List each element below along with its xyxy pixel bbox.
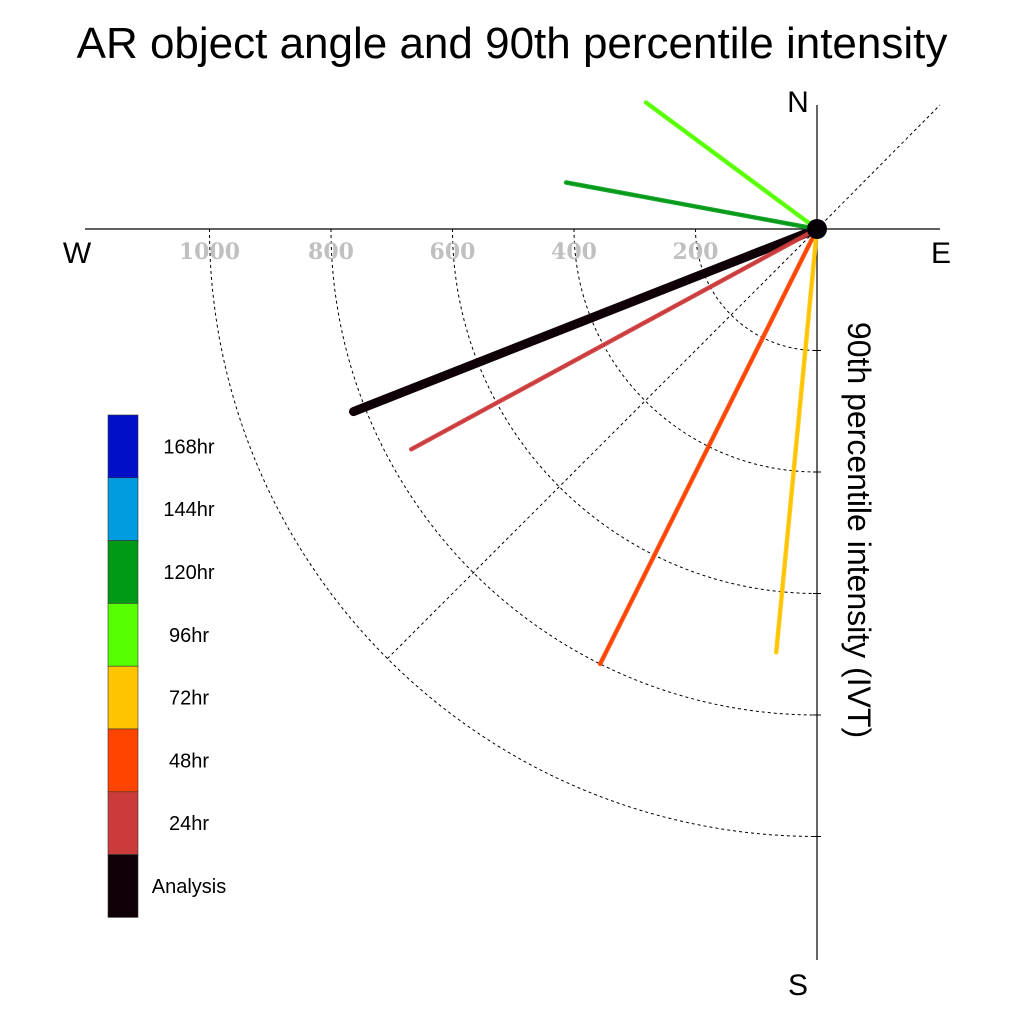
legend-label: 72hr	[169, 688, 209, 710]
legend-swatch	[107, 791, 139, 855]
legend-swatch	[107, 540, 139, 604]
legend-swatch	[107, 477, 139, 541]
legend-swatch	[107, 603, 139, 667]
radial-tick-labels: 200 400 600 800 1000	[179, 239, 719, 265]
west-label: W	[63, 237, 92, 270]
legend-label: 168hr	[163, 436, 214, 458]
vector-72hr-core	[775, 228, 818, 654]
radial-tick-label: 600	[430, 239, 476, 265]
grid-arc	[573, 228, 818, 473]
radial-axis-label: 90th percentile intensity (IVT)	[841, 322, 877, 738]
legend-swatch	[107, 854, 139, 918]
east-label: E	[931, 237, 951, 270]
legend-label: 144hr	[163, 499, 214, 521]
vector-48hr-core	[599, 228, 818, 665]
legend: 168hr 144hr 120hr 96hr 72hr 48hr 24hr Analysis	[107, 414, 226, 918]
vector-96hr-core	[645, 101, 818, 230]
grid-diagonal	[816, 104, 941, 230]
grid-arc	[695, 228, 818, 351]
north-label: N	[787, 86, 809, 119]
radial-tick-label: 1000	[179, 239, 240, 265]
grid-arc	[452, 228, 818, 594]
legend-swatch	[107, 665, 139, 730]
polar-grid	[209, 104, 941, 837]
vector-120hr-core	[565, 181, 818, 230]
south-label: S	[788, 969, 808, 1002]
vector-24hr-core	[410, 228, 818, 451]
direction-vectors	[349, 100, 822, 667]
legend-label: 24hr	[169, 813, 209, 835]
legend-label: Analysis	[152, 876, 226, 898]
legend-swatch	[107, 414, 139, 479]
vector-analysis	[349, 224, 822, 417]
radial-tick-label: 400	[551, 239, 597, 265]
legend-label: 120hr	[163, 562, 214, 584]
grid-arc	[209, 228, 818, 837]
legend-swatch	[107, 728, 139, 793]
grid-diagonal	[387, 228, 818, 659]
chart-title: AR object angle and 90th percentile inte…	[77, 19, 948, 68]
legend-label: 48hr	[169, 750, 209, 772]
legend-label: 96hr	[169, 625, 209, 647]
radial-tick-label: 800	[308, 239, 354, 265]
radial-tick-label: 200	[673, 239, 719, 265]
origin-marker	[807, 219, 827, 239]
grid-arc	[330, 228, 818, 716]
